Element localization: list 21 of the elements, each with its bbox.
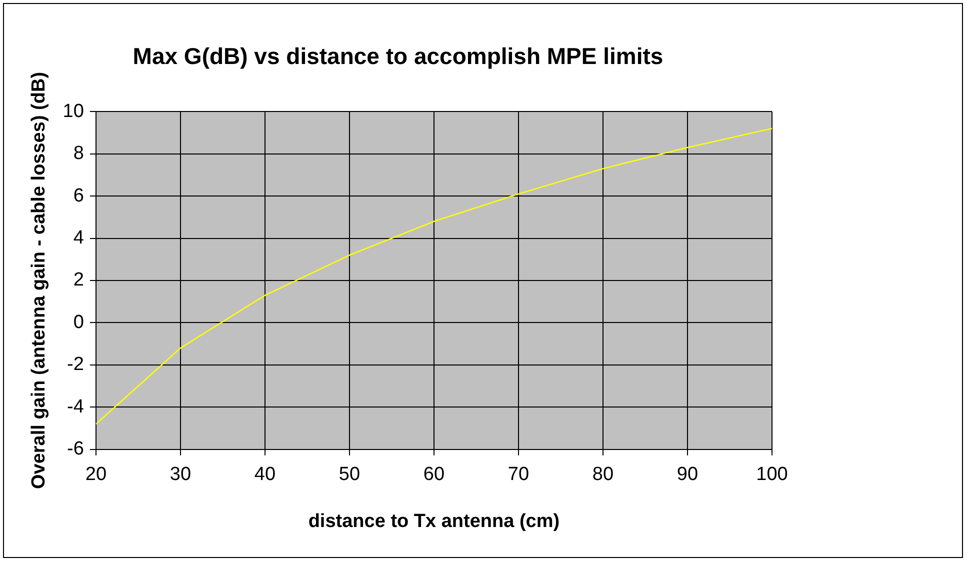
x-tick-label: 70 — [508, 464, 530, 486]
y-tick-label: 6 — [73, 185, 84, 206]
x-tick-label: 80 — [592, 464, 614, 486]
x-tick-label: 20 — [85, 464, 107, 486]
y-tick-label: 0 — [73, 312, 84, 333]
x-tick-label: 50 — [338, 464, 360, 486]
y-tick-label: 4 — [73, 228, 84, 249]
y-tick-label: -4 — [67, 396, 84, 418]
x-tick-label: 40 — [254, 464, 276, 486]
x-tick-label: 60 — [423, 464, 445, 486]
y-tick-label: 2 — [73, 270, 84, 291]
y-tick-label: 8 — [73, 143, 84, 164]
x-tick-label: 100 — [756, 464, 788, 486]
y-tick-label: -6 — [67, 438, 84, 460]
x-tick-label: 90 — [676, 464, 698, 486]
chart-title: Max G(dB) vs distance to accomplish MPE limits — [132, 43, 664, 70]
y-tick-label: 10 — [62, 100, 84, 122]
x-axis-title: distance to Tx antenna (cm) — [308, 510, 560, 532]
y-axis-title: Overall gain (antenna gain - cable losses) (dB) — [28, 72, 50, 490]
x-tick-label: 30 — [170, 464, 192, 486]
y-tick-label: -2 — [67, 354, 84, 376]
